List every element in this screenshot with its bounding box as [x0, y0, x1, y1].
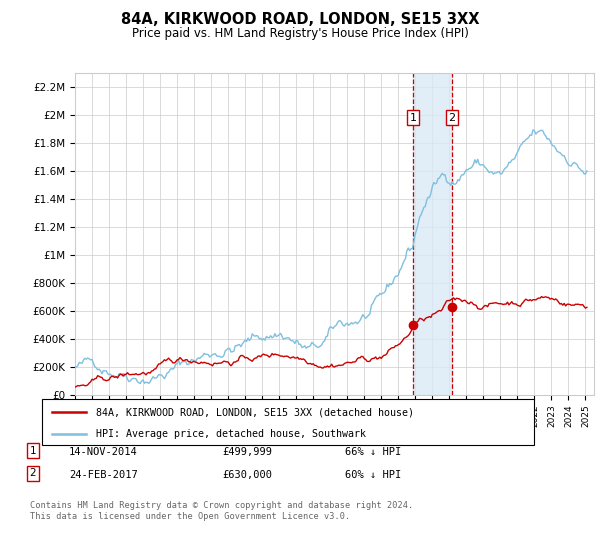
Text: Contains HM Land Registry data © Crown copyright and database right 2024.
This d: Contains HM Land Registry data © Crown c… — [30, 501, 413, 521]
Text: 1: 1 — [29, 446, 37, 456]
Bar — [413, 73, 452, 395]
Text: 24-FEB-2017: 24-FEB-2017 — [69, 470, 138, 480]
Text: 2: 2 — [448, 113, 455, 123]
Text: 2: 2 — [29, 468, 37, 478]
Text: 66% ↓ HPI: 66% ↓ HPI — [345, 447, 401, 458]
Text: 84A, KIRKWOOD ROAD, LONDON, SE15 3XX: 84A, KIRKWOOD ROAD, LONDON, SE15 3XX — [121, 12, 479, 27]
Text: 84A, KIRKWOOD ROAD, LONDON, SE15 3XX (detached house): 84A, KIRKWOOD ROAD, LONDON, SE15 3XX (de… — [96, 407, 414, 417]
Text: 14-NOV-2014: 14-NOV-2014 — [69, 447, 138, 458]
Text: £630,000: £630,000 — [222, 470, 272, 480]
Text: Price paid vs. HM Land Registry's House Price Index (HPI): Price paid vs. HM Land Registry's House … — [131, 27, 469, 40]
Text: 60% ↓ HPI: 60% ↓ HPI — [345, 470, 401, 480]
Text: HPI: Average price, detached house, Southwark: HPI: Average price, detached house, Sout… — [96, 429, 366, 438]
Text: £499,999: £499,999 — [222, 447, 272, 458]
Text: 1: 1 — [410, 113, 416, 123]
